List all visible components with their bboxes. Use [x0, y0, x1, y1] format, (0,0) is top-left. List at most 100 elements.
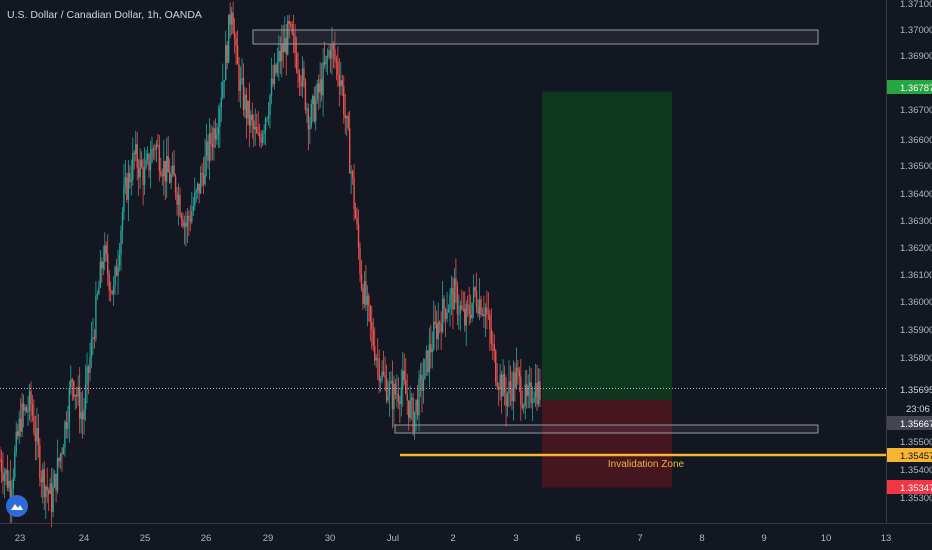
- candle-body: [59, 453, 62, 462]
- x-tick-label: 8: [699, 533, 704, 544]
- y-tick-label: 1.36200: [900, 243, 932, 254]
- candle-body: [526, 384, 528, 397]
- candle-body: [204, 156, 206, 185]
- candle-body: [65, 421, 68, 429]
- candle-body: [431, 349, 433, 353]
- candle-body: [241, 78, 243, 80]
- candle-body: [210, 133, 212, 145]
- candle-body: [458, 313, 460, 315]
- candle-body: [295, 52, 298, 70]
- candle-body: [15, 431, 17, 452]
- y-tick-label: 1.35500: [900, 437, 932, 448]
- candle-body: [8, 480, 10, 488]
- candle-body: [238, 64, 240, 92]
- profit-target-zone[interactable]: [542, 91, 672, 400]
- candle-body: [472, 287, 475, 303]
- candle-body: [225, 45, 227, 81]
- candle-body: [288, 20, 290, 24]
- candle-body: [300, 82, 302, 87]
- candle-body: [197, 183, 199, 191]
- candle-body: [313, 95, 315, 122]
- candle-body: [166, 156, 168, 182]
- candle-body: [495, 351, 497, 383]
- candle-body: [534, 383, 537, 398]
- stop-price-tag: 1.35347: [887, 480, 932, 494]
- candle-body: [341, 80, 343, 87]
- candle-body: [329, 50, 332, 59]
- candle-body: [67, 422, 69, 429]
- candle-body: [133, 153, 135, 155]
- candle-body: [220, 97, 223, 109]
- candle-body: [301, 68, 304, 87]
- candle-body: [158, 145, 161, 172]
- candle-body: [467, 304, 469, 306]
- candle-body: [492, 343, 494, 345]
- support-zone[interactable]: [394, 424, 819, 434]
- candle-body: [531, 401, 534, 403]
- candle-body: [413, 411, 416, 433]
- candle-body: [239, 79, 242, 92]
- candle-body: [80, 412, 82, 419]
- y-tick-label: 1.35900: [900, 325, 932, 336]
- candle-body: [102, 261, 104, 269]
- candle-body: [53, 473, 56, 488]
- candle-body: [375, 358, 377, 361]
- candle-body: [174, 176, 177, 193]
- candle-body: [62, 447, 65, 455]
- candle-body: [515, 367, 518, 388]
- target-price-tag: 1.36787: [887, 80, 932, 94]
- candle-body: [362, 288, 364, 304]
- candle-body: [304, 80, 307, 110]
- last-price-tag: 1.35695: [887, 382, 932, 396]
- candle-body: [346, 116, 348, 119]
- candle-body: [379, 379, 382, 382]
- candle-body: [242, 78, 245, 110]
- candle-body: [105, 245, 107, 254]
- candle-body: [410, 397, 413, 400]
- candle-body: [462, 308, 464, 310]
- candle-body: [33, 415, 35, 433]
- candle-body: [464, 308, 466, 326]
- candle-body: [183, 222, 186, 227]
- candle-body: [248, 100, 251, 126]
- candle-body: [93, 337, 96, 339]
- candle-body: [365, 281, 367, 305]
- candle-body: [309, 125, 311, 130]
- candle-body: [453, 278, 456, 310]
- candle-body: [157, 144, 159, 146]
- candle-body: [402, 370, 404, 388]
- candle-body: [422, 379, 425, 391]
- candle-body: [387, 395, 389, 401]
- candle-body: [298, 73, 301, 83]
- tradingview-cloud-icon[interactable]: [6, 495, 28, 517]
- candle-body: [195, 190, 197, 193]
- candle-body: [151, 148, 153, 163]
- candle-body: [95, 295, 97, 339]
- candle-body: [214, 128, 217, 140]
- candle-body: [418, 378, 420, 416]
- candle-body: [123, 185, 125, 213]
- y-tick-label: 1.36600: [900, 135, 932, 146]
- stop-loss-zone[interactable]: [542, 399, 672, 488]
- price-axis[interactable]: 1.37100 1.37000 1.36900 1.36700 1.36600 …: [886, 0, 932, 523]
- candle-body: [86, 366, 88, 385]
- candle-body: [292, 32, 295, 36]
- candle-body: [409, 399, 411, 418]
- candle-body: [337, 61, 339, 76]
- candle-body: [74, 395, 76, 397]
- candle-body: [3, 473, 6, 482]
- candle-body: [372, 329, 374, 347]
- y-tick-label: 1.36400: [900, 189, 932, 200]
- resistance-zone[interactable]: [252, 29, 819, 45]
- candle-body: [400, 387, 403, 405]
- y-tick-label: 1.36000: [900, 297, 932, 308]
- time-axis[interactable]: 23 24 25 26 29 30 Jul 2 3 6 7 8 9 10 13: [0, 523, 932, 545]
- candle-body: [416, 399, 419, 416]
- candle-body: [357, 224, 360, 248]
- candle-body: [179, 194, 181, 216]
- candle-body: [245, 94, 248, 119]
- candle-body: [371, 321, 373, 330]
- candle-body: [236, 45, 239, 65]
